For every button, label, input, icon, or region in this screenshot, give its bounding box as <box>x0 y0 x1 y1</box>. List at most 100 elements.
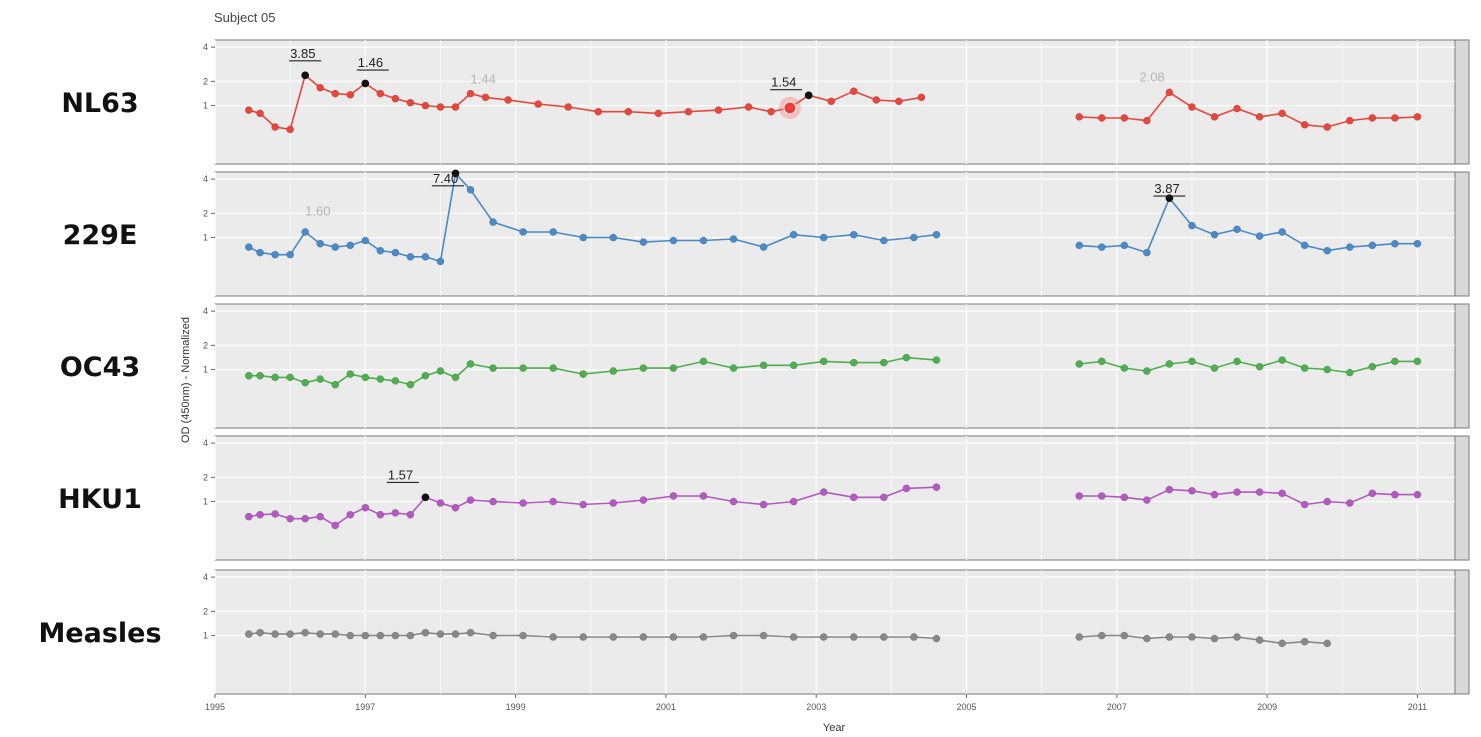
data-point <box>579 233 588 242</box>
data-point <box>244 106 253 114</box>
y-tick-label: 1 <box>203 101 208 111</box>
data-point <box>1413 239 1422 248</box>
row-label-hku1: HKU1 <box>58 484 142 515</box>
data-point <box>1120 631 1129 640</box>
peak-annotation: 1.60 <box>305 203 330 218</box>
data-point <box>1278 109 1287 118</box>
x-tick-label: 2011 <box>1408 702 1427 712</box>
data-point <box>669 236 678 245</box>
data-point <box>1143 367 1151 375</box>
data-point <box>917 93 926 102</box>
data-point <box>549 497 558 506</box>
data-point <box>376 89 385 98</box>
data-point <box>1323 123 1332 131</box>
data-point <box>1233 104 1241 113</box>
data-point <box>256 628 264 637</box>
panel-oc43: 1 2 4 OC43 <box>60 303 1470 429</box>
data-point <box>1165 88 1174 97</box>
data-point <box>406 98 415 107</box>
y-tick-label: 1 <box>203 497 208 507</box>
data-point <box>1143 248 1151 257</box>
peak-point <box>361 79 370 88</box>
data-point <box>316 239 325 248</box>
data-point <box>346 631 355 640</box>
data-point <box>489 218 497 226</box>
data-point <box>1345 116 1354 125</box>
data-point <box>466 185 475 194</box>
panel-measles: 1 2 4 Measles <box>38 569 1470 695</box>
data-point <box>391 631 400 640</box>
data-point <box>1300 241 1309 250</box>
data-point <box>1391 239 1399 248</box>
data-point <box>729 631 738 640</box>
panel-strip <box>1454 435 1470 561</box>
panel-229e: 1 2 4 229E 1.60 7.40 3.87 <box>63 169 1470 297</box>
data-point <box>849 493 858 502</box>
y-tick-label: 2 <box>203 340 208 350</box>
data-point <box>1323 246 1332 255</box>
data-point <box>316 630 325 638</box>
series-line <box>1079 359 1418 374</box>
data-point <box>519 499 527 507</box>
y-tick-label: 1 <box>203 631 208 641</box>
data-point <box>286 630 295 638</box>
data-point <box>1345 243 1354 251</box>
data-point <box>256 109 264 118</box>
data-point <box>767 107 775 116</box>
data-point <box>1188 633 1196 641</box>
data-point <box>1255 488 1264 496</box>
data-point <box>759 500 768 509</box>
data-point <box>902 484 911 493</box>
data-point <box>271 510 279 518</box>
data-point <box>286 250 295 259</box>
data-point <box>489 364 497 372</box>
data-point <box>1120 493 1129 502</box>
chart-subtitle: Subject 05 <box>214 10 275 25</box>
data-point <box>872 96 881 104</box>
data-point <box>579 633 588 641</box>
data-point <box>1188 357 1196 366</box>
data-point <box>1188 221 1196 230</box>
data-point <box>256 510 264 519</box>
row-label-229e: 229E <box>63 220 138 251</box>
data-point <box>286 125 295 134</box>
peak-point <box>301 71 309 80</box>
data-point <box>256 248 264 257</box>
data-point <box>466 89 475 98</box>
data-point <box>406 380 415 389</box>
data-point <box>1097 631 1106 640</box>
data-point <box>789 230 798 239</box>
peak-point <box>421 493 430 502</box>
data-point <box>1413 113 1422 121</box>
panel-background <box>214 303 1456 429</box>
data-point <box>1278 356 1287 364</box>
data-point <box>902 353 911 362</box>
data-point <box>244 630 253 638</box>
data-point <box>1210 230 1219 239</box>
y-tick-label: 4 <box>203 572 208 582</box>
data-point <box>932 230 941 239</box>
data-point <box>1323 639 1332 648</box>
y-tick-label: 4 <box>203 438 208 448</box>
data-point <box>361 631 370 640</box>
peak-point <box>451 169 460 178</box>
data-point <box>271 123 279 131</box>
data-point <box>669 364 678 372</box>
data-point <box>316 83 325 92</box>
data-point <box>639 496 648 504</box>
data-point <box>391 94 400 103</box>
peak-annotation: 1.44 <box>471 71 496 86</box>
series-line <box>248 73 922 131</box>
data-point <box>729 497 738 506</box>
data-point <box>436 103 445 111</box>
series-line <box>1079 196 1418 254</box>
data-point <box>1300 120 1309 129</box>
data-point <box>1188 103 1196 111</box>
data-point <box>466 628 475 637</box>
data-point <box>451 503 460 512</box>
data-point <box>579 370 588 378</box>
data-point <box>361 373 370 382</box>
data-point <box>594 107 603 116</box>
data-point <box>436 499 445 507</box>
